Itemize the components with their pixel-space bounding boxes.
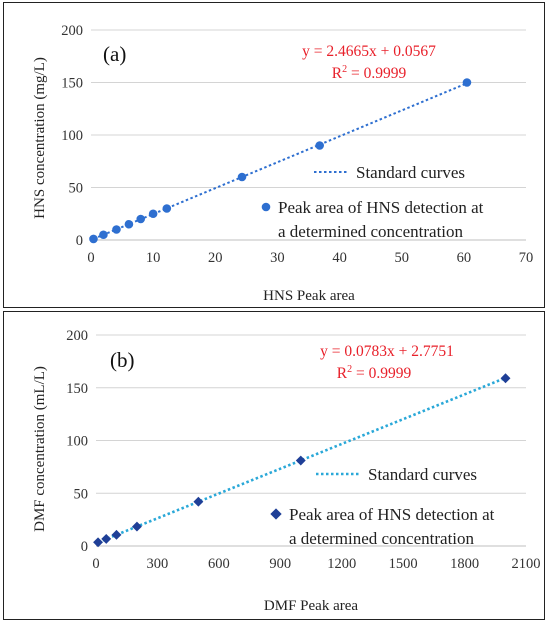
chart-b-legend-marker-swatch bbox=[270, 508, 282, 520]
chart-b-legend-line-label: Standard curves bbox=[368, 465, 477, 484]
chart-a-data-point bbox=[99, 230, 108, 240]
chart-a-equation: y = 2.4665x + 0.0567 bbox=[302, 43, 436, 60]
chart-a-x-ticks: 0 10 20 30 40 50 60 70 bbox=[87, 250, 533, 266]
chart-b-data-point bbox=[93, 537, 103, 548]
chart-a-x-tick-label: 30 bbox=[270, 250, 285, 266]
chart-b-y-tick-label: 200 bbox=[66, 328, 88, 344]
chart-b-x-tick-label: 2100 bbox=[512, 556, 541, 572]
chart-a-x-tick-label: 70 bbox=[519, 250, 534, 266]
chart-a-data-point bbox=[136, 214, 146, 224]
chart-b-x-tick-label: 300 bbox=[147, 556, 169, 572]
chart-a-data-point bbox=[112, 225, 121, 234]
chart-a-data-point bbox=[162, 204, 172, 213]
chart-a-legend-marker-label-line1: Peak area of HNS detection at bbox=[278, 198, 484, 217]
chart-b-r2-value: = 0.9999 bbox=[352, 365, 411, 382]
chart-b-data-point bbox=[111, 529, 122, 540]
chart-b-r2-prefix: R bbox=[337, 365, 348, 382]
chart-b-x-tick-label: 600 bbox=[208, 556, 230, 572]
chart-b-x-tick-label: 1200 bbox=[327, 556, 356, 572]
chart-a-r-squared: R2 = 0.9999 bbox=[332, 64, 407, 82]
chart-a-y-tick-label: 100 bbox=[61, 128, 83, 144]
chart-a-y-tick-label: 50 bbox=[69, 181, 84, 197]
chart-a-x-tick-label: 60 bbox=[457, 250, 472, 266]
chart-a-x-tick-label: 10 bbox=[146, 250, 161, 266]
chart-b-y-tick-label: 100 bbox=[66, 434, 88, 450]
chart-panel-b: 0 50 100 150 200 0 300 600 900 1200 1500 1800 2100 … bbox=[3, 311, 545, 620]
chart-b-x-tick-label: 1800 bbox=[450, 556, 479, 572]
chart-b-data-point bbox=[132, 521, 142, 532]
chart-b-legend-marker-label-line1: Peak area of HNS detection at bbox=[289, 505, 495, 524]
chart-b-data-point bbox=[500, 373, 511, 384]
chart-a-data-point bbox=[237, 172, 247, 182]
chart-a-legend-marker-swatch bbox=[261, 202, 271, 212]
chart-a-x-tick-label: 0 bbox=[87, 250, 94, 266]
chart-b-y-tick-label: 50 bbox=[74, 486, 89, 502]
chart-b-data-point bbox=[193, 496, 204, 507]
chart-a-data-point bbox=[148, 209, 158, 219]
chart-b-trend-line bbox=[97, 376, 507, 544]
chart-b-data-point bbox=[295, 455, 306, 466]
chart-b-gridlines bbox=[96, 334, 526, 494]
chart-a-x-axis-title: HNS Peak area bbox=[263, 288, 355, 304]
chart-b-y-tick-label: 150 bbox=[66, 381, 88, 397]
chart-b-y-axis-title: DMF concentration (mL/L) bbox=[32, 366, 48, 532]
chart-b-x-tick-label: 900 bbox=[269, 556, 291, 572]
chart-a-x-tick-label: 50 bbox=[394, 250, 409, 266]
chart-b-x-tick-label: 0 bbox=[92, 556, 99, 572]
chart-b-legend: Standard curves Peak area of HNS detecti… bbox=[270, 465, 495, 548]
chart-a-points bbox=[89, 78, 472, 244]
chart-a-r2-exponent: 2 bbox=[342, 64, 347, 75]
chart-b-y-tick-label: 0 bbox=[81, 539, 88, 555]
chart-a-panel-label: (a) bbox=[103, 42, 126, 66]
chart-b-x-axis-title: DMF Peak area bbox=[264, 598, 358, 614]
chart-a-gridlines bbox=[91, 29, 526, 188]
chart-a-y-ticks: 0 50 100 150 200 bbox=[61, 23, 83, 249]
chart-b-legend-marker-label-line2: a determined concentration bbox=[289, 529, 475, 548]
chart-a-legend-marker-label-line2: a determined concentration bbox=[278, 222, 464, 241]
chart-b-panel-label: (b) bbox=[110, 348, 135, 372]
chart-b-equation: y = 0.0783x + 2.7751 bbox=[320, 343, 454, 360]
chart-b-trendline bbox=[97, 376, 507, 544]
chart-a-r2-value: = 0.9999 bbox=[347, 65, 406, 82]
chart-a-legend-line-label: Standard curves bbox=[356, 163, 465, 182]
chart-a-data-point bbox=[124, 219, 134, 229]
chart-a-legend: Standard curves Peak area of HNS detecti… bbox=[261, 163, 484, 241]
chart-a-data-point bbox=[89, 234, 98, 244]
chart-a-data-point bbox=[315, 141, 324, 150]
chart-a-x-tick-label: 40 bbox=[332, 250, 347, 266]
chart-b-x-tick-label: 1500 bbox=[389, 556, 418, 572]
chart-a-y-tick-label: 200 bbox=[61, 23, 83, 39]
chart-b-x-ticks: 0 300 600 900 1200 1500 1800 2100 bbox=[92, 556, 540, 572]
chart-a-y-tick-label: 0 bbox=[76, 233, 83, 249]
chart-b-r2-exponent: 2 bbox=[347, 364, 352, 375]
chart-a-svg: 0 50 100 150 200 0 10 20 30 40 50 60 70 (a) y = 2.4… bbox=[32, 23, 533, 304]
chart-a-r2-prefix: R bbox=[332, 65, 343, 82]
chart-b-r-squared: R2 = 0.9999 bbox=[337, 364, 412, 382]
chart-a-x-tick-label: 20 bbox=[208, 250, 223, 266]
chart-a-y-tick-label: 150 bbox=[61, 76, 83, 92]
chart-b-y-ticks: 0 50 100 150 200 bbox=[66, 328, 88, 555]
chart-panel-a: 0 50 100 150 200 0 10 20 30 40 50 60 70 (a) y = 2.4… bbox=[3, 2, 545, 308]
chart-a-y-axis-title: HNS concentration (mg/L) bbox=[32, 57, 48, 219]
chart-a-data-point bbox=[462, 78, 472, 87]
